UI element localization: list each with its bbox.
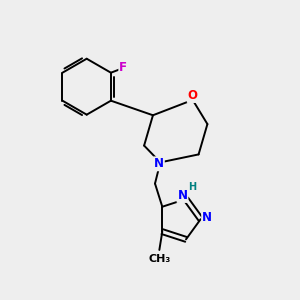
Text: H: H (188, 182, 196, 192)
Text: O: O (188, 89, 198, 102)
Text: N: N (178, 189, 188, 202)
Text: N: N (202, 211, 212, 224)
Text: F: F (119, 61, 127, 74)
Text: CH₃: CH₃ (148, 254, 170, 264)
Text: N: N (154, 157, 164, 170)
